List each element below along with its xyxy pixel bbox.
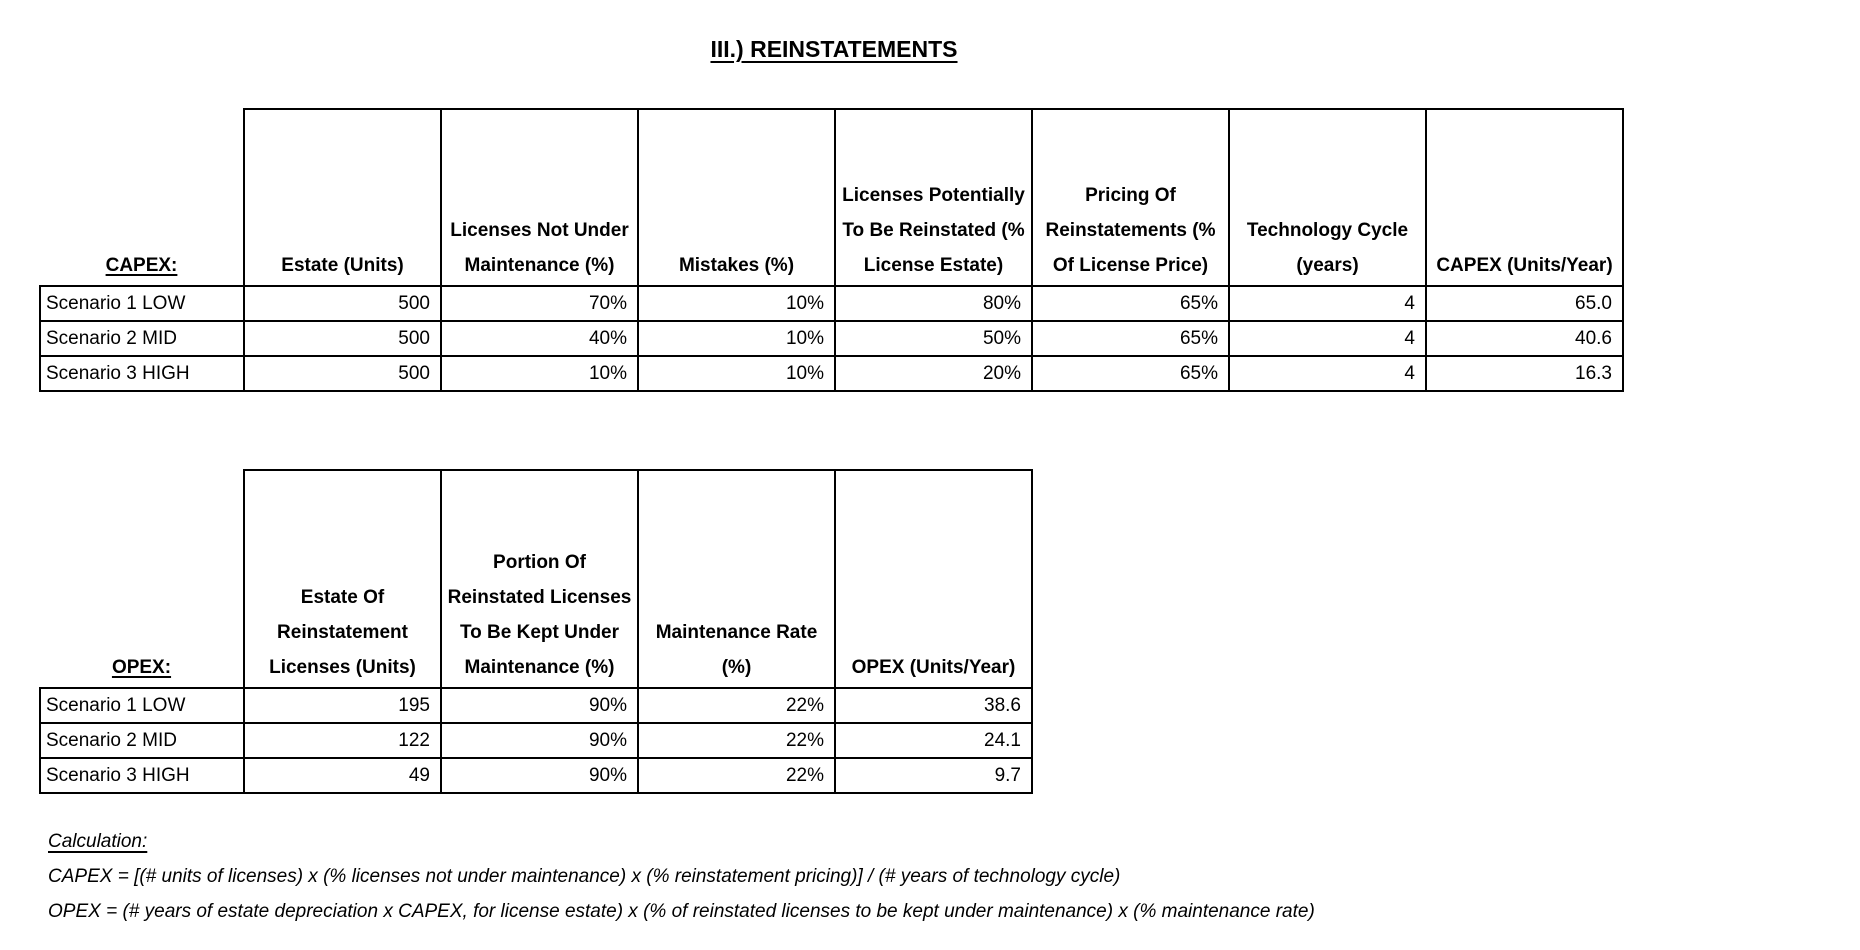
calculation-notes: Calculation: CAPEX = [(# units of licens… [48, 824, 1315, 929]
opex-header-estate-of-reinstatement: Estate Of Reinstatement Licenses (Units) [243, 469, 442, 689]
capex-row-scenario-1: Scenario 1 LOW 500 70% 10% 80% 65% 4 65.… [39, 285, 1624, 322]
calculation-heading: Calculation: [48, 831, 148, 852]
opex-header-portion-kept-under-maintenance: Portion Of Reinstated Licenses To Be Kep… [440, 469, 639, 689]
table-cell: 49 [243, 757, 442, 794]
table-cell: 195 [243, 687, 442, 724]
table-cell: 10% [637, 320, 836, 357]
capex-row-scenario-2: Scenario 2 MID 500 40% 10% 50% 65% 4 40.… [39, 320, 1624, 357]
table-cell: 22% [637, 687, 836, 724]
row-label: Scenario 2 MID [39, 320, 245, 357]
table-cell: 500 [243, 355, 442, 392]
table-cell: 70% [440, 285, 639, 322]
table-cell: 4 [1228, 320, 1427, 357]
table-cell: 22% [637, 722, 836, 759]
capex-formula: CAPEX = [(# units of licenses) x (% lice… [48, 866, 1121, 887]
row-label: Scenario 3 HIGH [39, 757, 245, 794]
capex-header-estate: Estate (Units) [243, 108, 442, 287]
table-cell: 65% [1031, 355, 1230, 392]
capex-table: CAPEX: Estate (Units) Licenses Not Under… [39, 108, 1624, 392]
row-label: Scenario 1 LOW [39, 687, 245, 724]
table-cell: 80% [834, 285, 1033, 322]
table-cell: 90% [440, 687, 639, 724]
table-cell: 10% [440, 355, 639, 392]
opex-table-label-cell: OPEX: [40, 470, 244, 688]
table-cell: 122 [243, 722, 442, 759]
row-label: Scenario 3 HIGH [39, 355, 245, 392]
opex-header-maintenance-rate: Maintenance Rate (%) [637, 469, 836, 689]
table-cell: 50% [834, 320, 1033, 357]
opex-table: OPEX: Estate Of Reinstatement Licenses (… [39, 469, 1033, 794]
opex-table-label: OPEX: [111, 657, 172, 678]
opex-header-opex-units-year: OPEX (Units/Year) [834, 469, 1033, 689]
table-cell: 500 [243, 320, 442, 357]
table-cell: 4 [1228, 355, 1427, 392]
table-cell: 90% [440, 757, 639, 794]
row-label: Scenario 2 MID [39, 722, 245, 759]
capex-table-label: CAPEX: [105, 255, 178, 276]
opex-row-scenario-2: Scenario 2 MID 122 90% 22% 24.1 [39, 722, 1033, 759]
table-cell: 40% [440, 320, 639, 357]
opex-row-scenario-3: Scenario 3 HIGH 49 90% 22% 9.7 [39, 757, 1033, 794]
opex-formula: OPEX = (# years of estate depreciation x… [48, 901, 1315, 922]
table-cell: 16.3 [1425, 355, 1624, 392]
table-cell: 90% [440, 722, 639, 759]
opex-row-scenario-1: Scenario 1 LOW 195 90% 22% 38.6 [39, 687, 1033, 724]
capex-header-capex-units-year: CAPEX (Units/Year) [1425, 108, 1624, 287]
capex-header-mistakes: Mistakes (%) [637, 108, 836, 287]
table-cell: 40.6 [1425, 320, 1624, 357]
table-cell: 20% [834, 355, 1033, 392]
capex-header-row: CAPEX: Estate (Units) Licenses Not Under… [40, 108, 1624, 287]
capex-header-pricing-of-reinstatements: Pricing Of Reinstatements (% Of License … [1031, 108, 1230, 287]
table-cell: 65% [1031, 320, 1230, 357]
capex-header-technology-cycle: Technology Cycle (years) [1228, 108, 1427, 287]
row-label: Scenario 1 LOW [39, 285, 245, 322]
capex-header-licenses-not-under-maintenance: Licenses Not Under Maintenance (%) [440, 108, 639, 287]
table-cell: 500 [243, 285, 442, 322]
table-cell: 65% [1031, 285, 1230, 322]
capex-row-scenario-3: Scenario 3 HIGH 500 10% 10% 20% 65% 4 16… [39, 355, 1624, 392]
table-cell: 65.0 [1425, 285, 1624, 322]
section-title: III.) REINSTATEMENTS [710, 36, 958, 62]
table-cell: 24.1 [834, 722, 1033, 759]
table-cell: 4 [1228, 285, 1427, 322]
table-cell: 38.6 [834, 687, 1033, 724]
table-cell: 9.7 [834, 757, 1033, 794]
opex-header-row: OPEX: Estate Of Reinstatement Licenses (… [40, 469, 1033, 689]
table-cell: 10% [637, 285, 836, 322]
table-cell: 22% [637, 757, 836, 794]
capex-header-licenses-potentially-reinstated: Licenses Potentially To Be Reinstated (%… [834, 108, 1033, 287]
capex-table-label-cell: CAPEX: [40, 109, 244, 286]
table-cell: 10% [637, 355, 836, 392]
